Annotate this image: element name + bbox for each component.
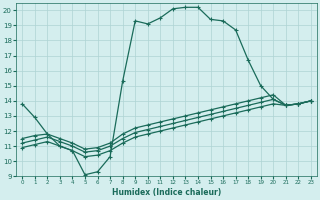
X-axis label: Humidex (Indice chaleur): Humidex (Indice chaleur): [112, 188, 221, 197]
